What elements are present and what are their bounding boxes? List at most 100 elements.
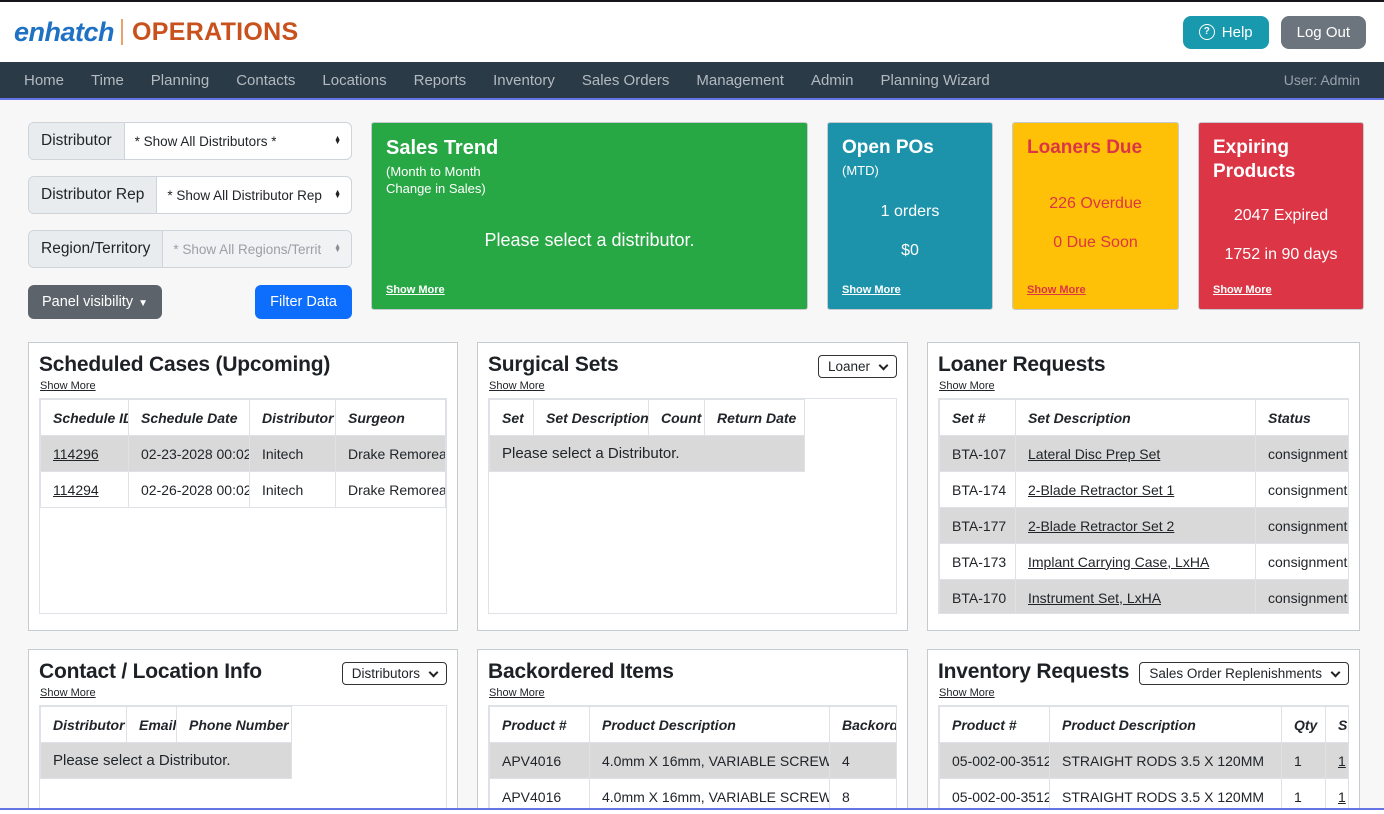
table-row: 114294 02-26-2028 00:02 Initech Drake Remor… [40, 471, 446, 509]
table-cell: 114296 [40, 435, 129, 473]
surgical-sets-panel: Surgical Sets Show More Loaner Set Set D… [477, 342, 908, 632]
column-header: Email [126, 706, 177, 744]
column-header: Backordered [829, 706, 896, 744]
backordered-items-title: Backordered Items [488, 660, 674, 684]
backordered-items-panel: Backordered Items Show More Product # Pr… [477, 649, 908, 814]
expiring-products-show-more-link[interactable]: Show More [1213, 284, 1272, 296]
table-header-row: Schedule ID Schedule Date Distributor Su… [40, 399, 446, 437]
distributor-rep-select[interactable]: * Show All Distributor Rep ▲ ▼ [157, 177, 351, 213]
window-top-edge [0, 0, 1384, 2]
table-row: 114296 02-23-2028 00:02 Initech Drake Remor… [40, 435, 446, 473]
column-header: Set [489, 399, 534, 437]
column-header: Product Description [589, 706, 830, 744]
surgical-sets-table: Set Set Description Count Return Date Pl… [488, 398, 897, 615]
question-circle-icon: ? [1198, 24, 1215, 40]
table-cell: Lateral Disc Prep Set [1015, 435, 1256, 473]
empty-message-row: Please select a Distributor. [489, 435, 805, 473]
open-pos-show-more-link[interactable]: Show More [842, 284, 901, 296]
table-cell: Implant Carrying Case, LxHA [1015, 543, 1256, 581]
table-header-row: Product # Product Description Qty S [939, 706, 1348, 744]
table-cell: consignment-pr [1255, 579, 1348, 614]
contact-location-show-more-link[interactable]: Show More [40, 687, 96, 700]
backordered-items-show-more-link[interactable]: Show More [489, 687, 545, 700]
column-header: Schedule ID [40, 399, 129, 437]
column-header: Set Description [1015, 399, 1256, 437]
table-cell: BTA-174 [939, 471, 1016, 509]
inventory-requests-table: Product # Product Description Qty S 05-0… [938, 705, 1349, 814]
inventory-requests-show-more-link[interactable]: Show More [939, 687, 995, 700]
table-cell: consignment-pr [1255, 471, 1348, 509]
table-row: BTA-170 Instrument Set, LxHA consignment-p… [939, 579, 1348, 614]
cell-link[interactable]: Lateral Disc Prep Set [1028, 445, 1161, 462]
nav-item-planning[interactable]: Planning [150, 71, 210, 89]
column-header: Surgeon [335, 399, 446, 437]
loaner-requests-table: Set # Set Description Status BTA-107 Late… [938, 398, 1349, 615]
cell-link[interactable]: 1 [1338, 752, 1346, 769]
empty-message: Please select a Distributor. [489, 435, 805, 473]
cell-link[interactable]: 114294 [53, 481, 99, 498]
surgical-sets-type-select[interactable]: Loaner [817, 355, 897, 378]
distributor-select-value: * Show All Distributors * [134, 133, 277, 149]
cell-link[interactable]: Instrument Set, LxHA [1028, 589, 1162, 606]
inventory-requests-type-value: Sales Order Replenishments [1149, 666, 1322, 682]
table-header-row: Set # Set Description Status [939, 399, 1348, 437]
help-button[interactable]: ? Help [1182, 15, 1269, 49]
chevron-down-icon [1330, 667, 1341, 678]
open-pos-amount: $0 [901, 242, 919, 260]
scheduled-cases-panel: Scheduled Cases (Upcoming) Show More Sch… [28, 342, 458, 632]
table-cell: 02-26-2028 00:02 [128, 471, 250, 509]
distributor-filter-label: Distributor [29, 123, 125, 159]
panel-visibility-button[interactable]: Panel visibility ▼ [28, 285, 162, 319]
help-button-label: Help [1221, 23, 1253, 41]
inventory-requests-type-select[interactable]: Sales Order Replenishments [1139, 662, 1349, 686]
expiring-products-card: Expiring Products 2047 Expired 1752 in 9… [1198, 122, 1364, 310]
column-header: Set # [939, 399, 1016, 437]
distributor-rep-select-value: * Show All Distributor Rep [167, 187, 322, 203]
chevron-down-icon [878, 360, 889, 370]
cell-link[interactable]: 1 [1338, 788, 1346, 805]
cell-link[interactable]: 2-Blade Retractor Set 1 [1028, 481, 1175, 498]
nav-item-sales-orders[interactable]: Sales Orders [581, 71, 670, 89]
app-header: enhatch OPERATIONS ? Help Log Out [0, 2, 1384, 62]
loaners-due-soon-count: 0 Due Soon [1053, 233, 1138, 251]
nav-item-admin[interactable]: Admin [810, 71, 854, 89]
region-select: * Show All Regions/Territ ▲ ▼ [163, 231, 351, 267]
navbar-accent-line [0, 98, 1384, 100]
contact-location-type-select[interactable]: Distributors [341, 662, 447, 686]
nav-item-planning-wizard[interactable]: Planning Wizard [880, 71, 990, 89]
table-cell: Initech [249, 471, 336, 509]
nav-item-home[interactable]: Home [24, 71, 65, 89]
cell-link[interactable]: 2-Blade Retractor Set 2 [1028, 517, 1175, 534]
inventory-requests-title: Inventory Requests [938, 660, 1130, 684]
cell-link[interactable]: Implant Carrying Case, LxHA [1028, 553, 1210, 570]
updown-arrows-icon: ▲ ▼ [334, 189, 341, 200]
empty-message-row: Please select a Distributor. [40, 742, 292, 780]
enhatch-operations-logo: enhatch OPERATIONS [14, 17, 298, 48]
loaner-requests-show-more-link[interactable]: Show More [939, 380, 995, 393]
nav-item-contacts[interactable]: Contacts [236, 71, 296, 89]
table-row: BTA-173 Implant Carrying Case, LxHA consig… [939, 543, 1348, 581]
contact-location-title: Contact / Location Info [39, 660, 262, 684]
surgical-sets-show-more-link[interactable]: Show More [489, 380, 545, 393]
loaner-requests-title: Loaner Requests [938, 353, 1106, 376]
nav-item-locations[interactable]: Locations [322, 71, 387, 89]
logout-button[interactable]: Log Out [1280, 15, 1366, 49]
table-cell: Initech [249, 435, 336, 473]
sales-trend-show-more-link[interactable]: Show More [386, 284, 445, 296]
expiring-products-title: Expiring Products [1213, 137, 1296, 182]
nav-item-inventory[interactable]: Inventory [493, 71, 555, 89]
filter-data-button[interactable]: Filter Data [255, 285, 352, 319]
nav-item-management[interactable]: Management [696, 71, 784, 89]
column-header: Phone Number [176, 706, 292, 744]
nav-item-reports[interactable]: Reports [413, 71, 467, 89]
distributor-select[interactable]: * Show All Distributors * ▲ ▼ [125, 123, 351, 159]
expired-count: 2047 Expired [1233, 206, 1329, 224]
loaners-due-show-more-link[interactable]: Show More [1027, 284, 1086, 296]
scheduled-cases-show-more-link[interactable]: Show More [40, 380, 96, 393]
filter-buttons-row: Panel visibility ▼ Filter Data [28, 285, 352, 319]
scheduled-cases-title: Scheduled Cases (Upcoming) [39, 353, 331, 376]
sales-trend-subtitle: (Month to Month Change in Sales) [386, 164, 486, 196]
contact-location-table: Distributor Email Phone Number Please se… [39, 705, 447, 814]
cell-link[interactable]: 114296 [53, 445, 99, 462]
nav-item-time[interactable]: Time [91, 71, 124, 89]
